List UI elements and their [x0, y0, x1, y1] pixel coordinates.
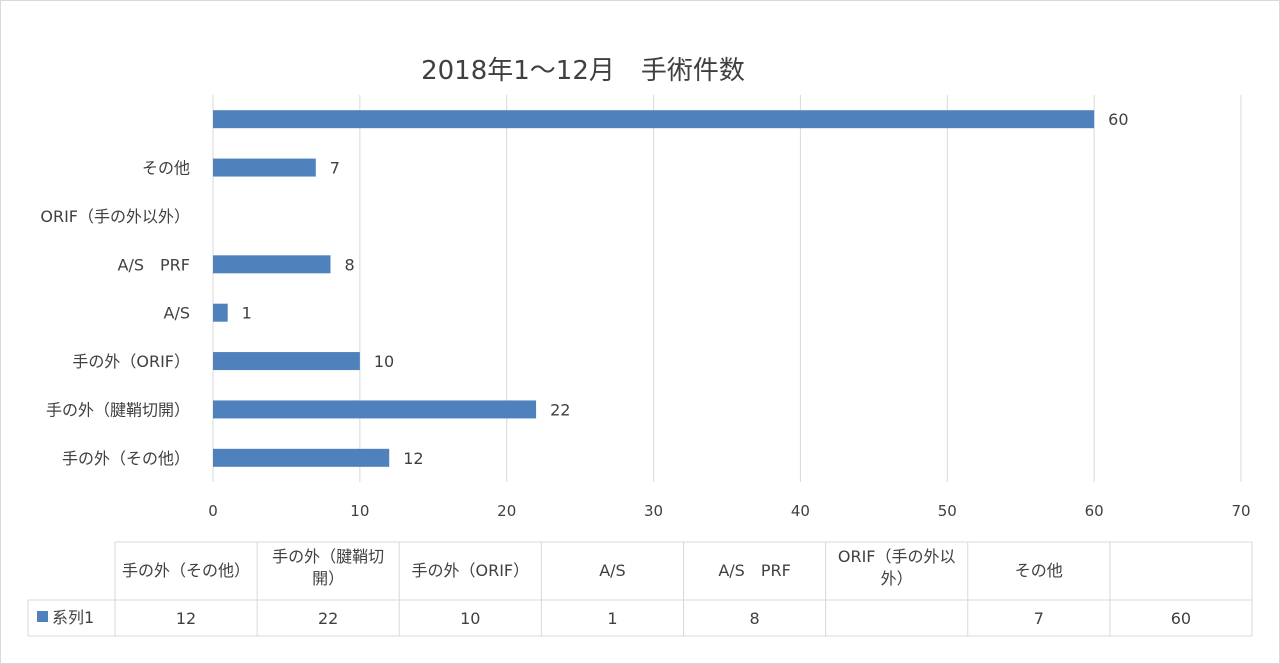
data-label: 60 — [1108, 110, 1128, 129]
table-header-cell: 開） — [312, 569, 344, 588]
x-tick-label: 10 — [350, 502, 369, 520]
x-tick-label: 60 — [1085, 502, 1104, 520]
legend-swatch — [37, 611, 48, 622]
table-header-cell: A/S — [599, 561, 626, 580]
x-tick-label: 70 — [1231, 502, 1250, 520]
data-label: 8 — [344, 255, 354, 274]
bar — [213, 448, 390, 467]
table-header-cell: その他 — [1015, 561, 1063, 580]
category-label: 手の外（その他） — [62, 449, 190, 468]
table-value-cell: 22 — [318, 609, 338, 628]
table-value-cell: 1 — [607, 609, 617, 628]
category-label: ORIF（手の外以外） — [40, 207, 190, 226]
table-value-cell: 8 — [749, 609, 759, 628]
table-header-cell: 手の外（その他） — [122, 561, 250, 580]
x-tick-label: 50 — [938, 502, 957, 520]
series-name: 系列1 — [52, 608, 94, 627]
bar — [213, 303, 228, 322]
bar — [213, 110, 1095, 129]
table-value-cell: 7 — [1034, 609, 1044, 628]
table-header-cell: 外） — [881, 569, 913, 588]
table-value-cell: 60 — [1171, 609, 1191, 628]
category-label: 手の外（ORIF） — [72, 352, 190, 371]
x-tick-label: 30 — [644, 502, 663, 520]
category-label: 手の外（腱鞘切開） — [46, 400, 190, 419]
table-value-cell: 10 — [460, 609, 480, 628]
category-label: A/S — [164, 304, 191, 323]
bar — [213, 158, 316, 177]
bar — [213, 255, 331, 274]
bar — [213, 400, 537, 419]
table-header-cell: A/S PRF — [718, 561, 790, 580]
data-label: 12 — [403, 449, 423, 468]
category-label: A/S PRF — [118, 255, 190, 274]
category-label: その他 — [142, 159, 190, 178]
data-label: 7 — [330, 159, 340, 178]
data-label: 1 — [242, 304, 252, 323]
table-value-cell: 12 — [176, 609, 196, 628]
bar — [213, 352, 360, 371]
table-header-cell: 手の外（ORIF） — [411, 561, 529, 580]
table-header-cell: 手の外（腱鞘切 — [272, 547, 384, 566]
x-tick-label: 40 — [791, 502, 810, 520]
chart-title: 2018年1～12月 手術件数 — [421, 56, 745, 86]
data-label: 10 — [374, 352, 394, 371]
x-tick-label: 0 — [208, 502, 218, 520]
data-label: 22 — [550, 400, 570, 419]
x-tick-label: 20 — [497, 502, 516, 520]
table-header-cell: ORIF（手の外以 — [838, 547, 956, 566]
